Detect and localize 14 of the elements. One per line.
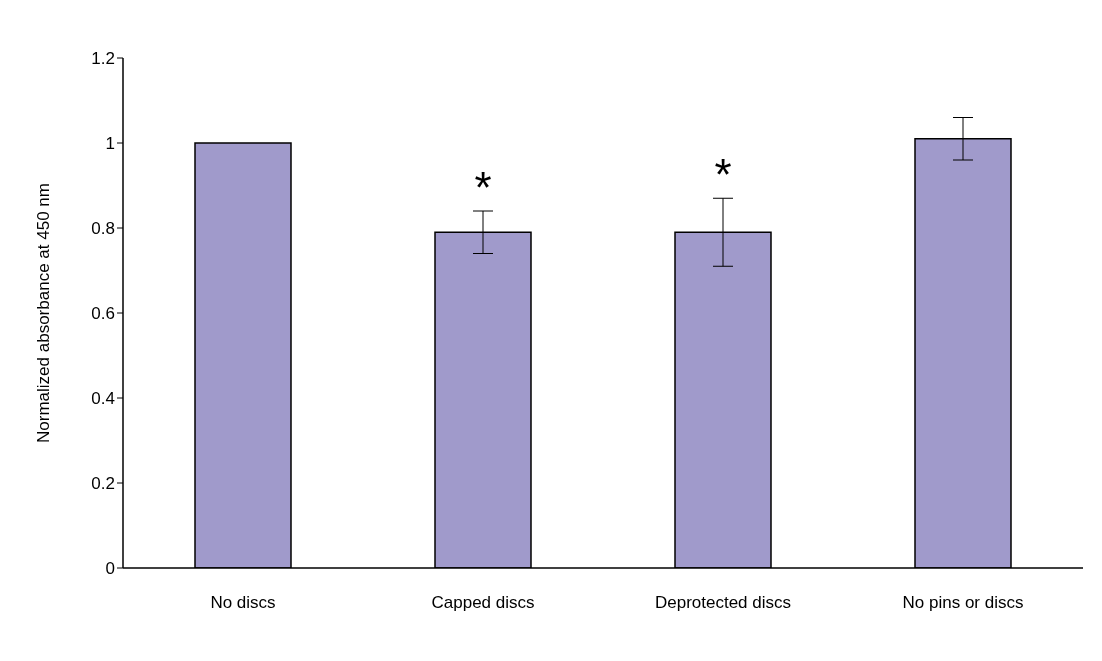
annotation: * [474, 163, 492, 212]
y-tick-label: 0.8 [91, 219, 115, 239]
x-tick-label: No pins or discs [902, 593, 1024, 613]
y-tick-label: 0 [105, 559, 115, 579]
y-tick-label: 0.4 [91, 389, 115, 409]
y-tick-label: 0.2 [91, 474, 115, 494]
y-tick-label: 0.6 [91, 304, 115, 324]
x-tick-label: No discs [210, 593, 276, 613]
x-tick-label: Deprotected discs [654, 593, 792, 613]
y-axis-title: Normalized absorbance at 450 nm [34, 183, 54, 443]
y-tick-label: 1 [105, 134, 115, 154]
annotation: * [714, 150, 732, 200]
x-tick-label: Capped discs [431, 593, 535, 613]
y-tick-label: 1.2 [91, 49, 115, 69]
